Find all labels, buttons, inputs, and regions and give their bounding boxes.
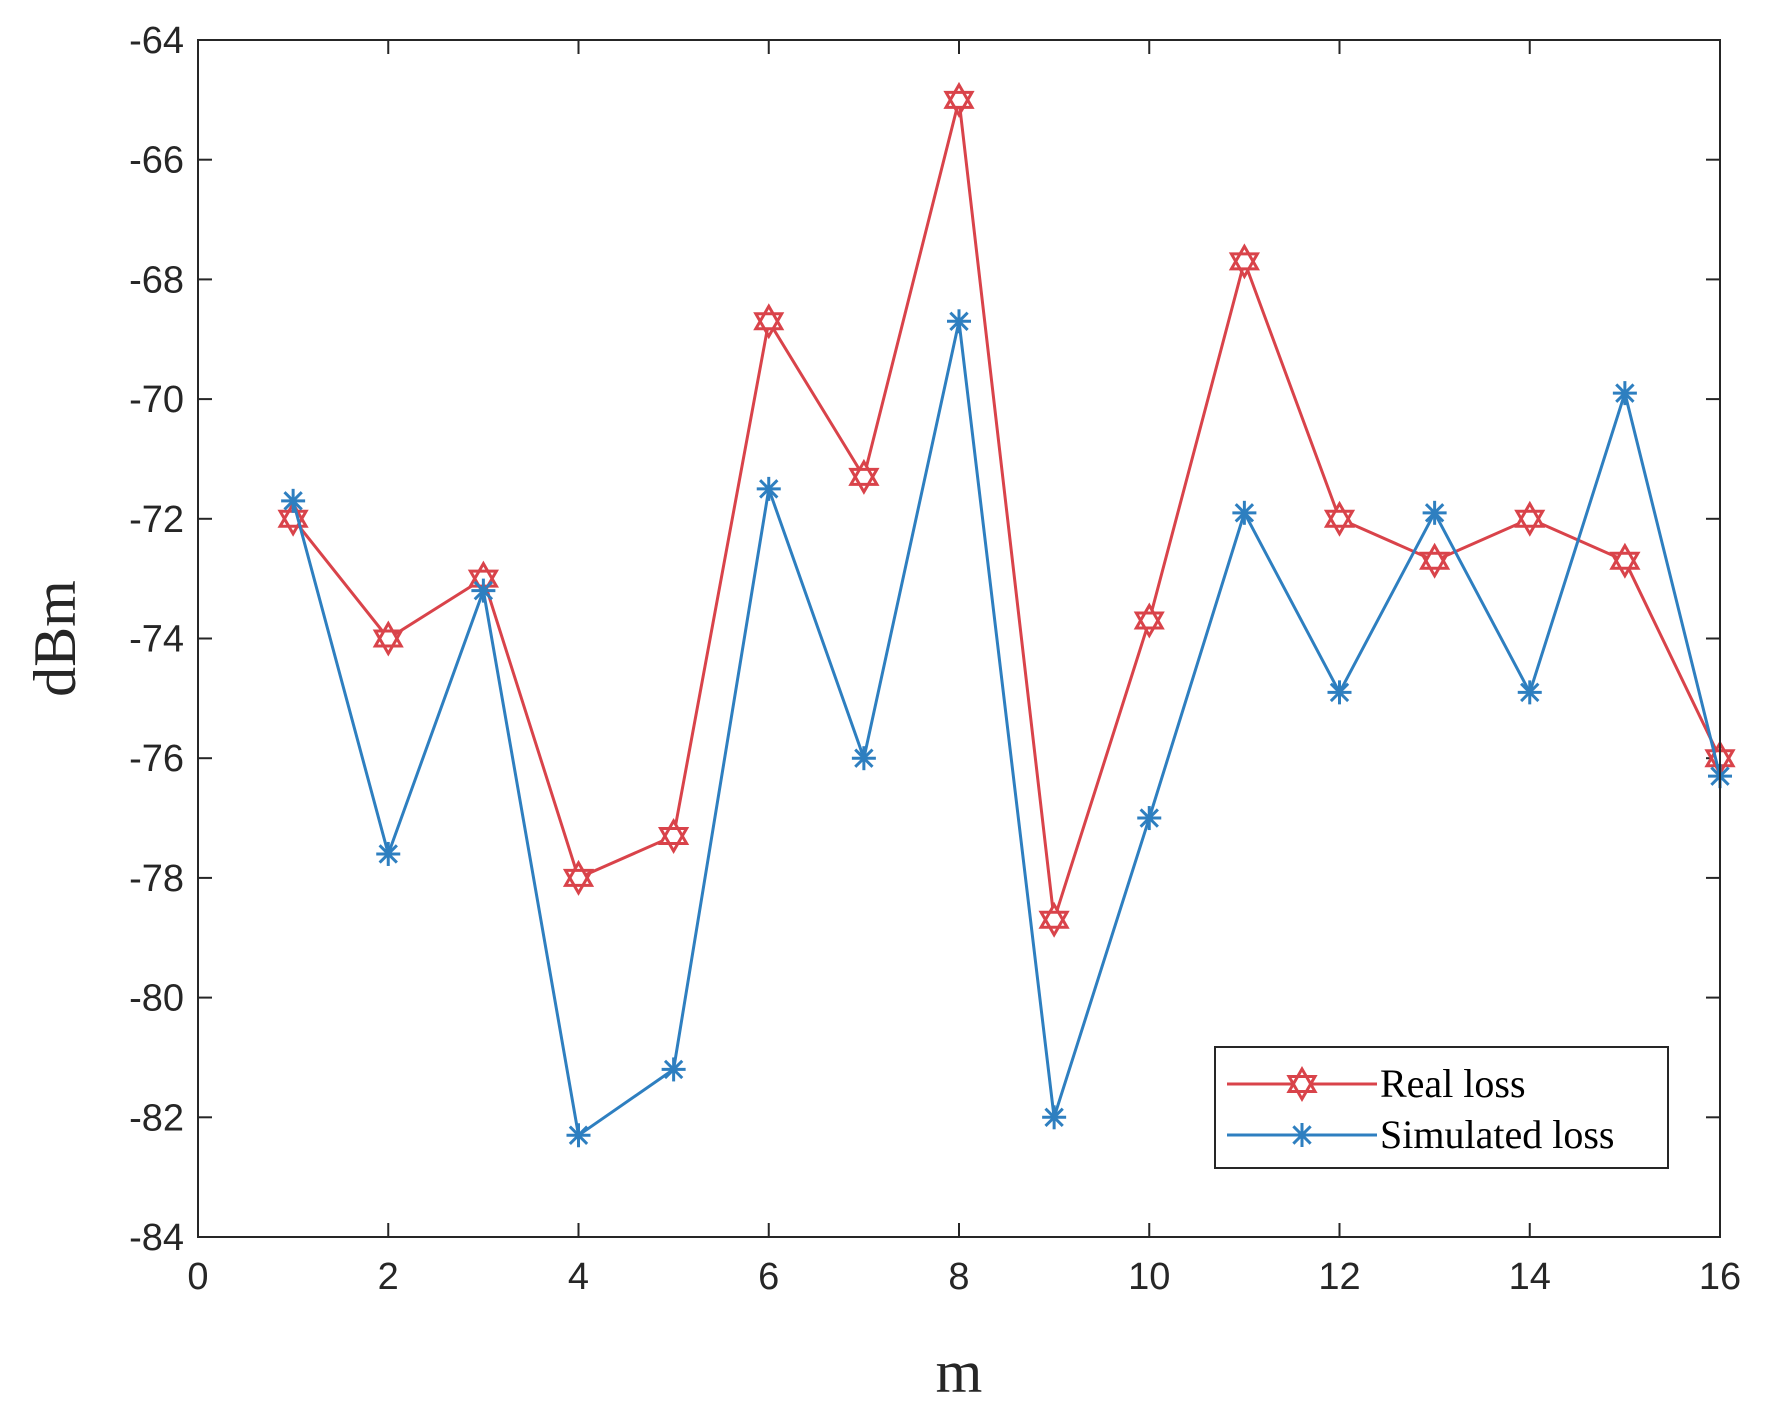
marker-stroke — [283, 491, 303, 511]
legend-marker-real-loss — [1286, 1066, 1318, 1102]
data-point-simulated-loss — [281, 488, 306, 513]
x-axis-label: m — [936, 1339, 983, 1405]
x-tick-label: 10 — [1128, 1256, 1170, 1298]
data-point-simulated-loss — [1517, 680, 1542, 705]
data-point-simulated-loss — [661, 1057, 686, 1082]
x-tick-label: 16 — [1699, 1256, 1741, 1298]
y-tick-label: -84 — [129, 1217, 184, 1259]
x-tick-label: 14 — [1509, 1256, 1551, 1298]
series-simulated-loss — [281, 309, 1732, 1148]
x-tick-label: 8 — [948, 1256, 969, 1298]
marker-stroke — [473, 580, 494, 601]
data-point-real-loss — [1609, 542, 1641, 579]
data-point-real-loss — [943, 81, 975, 118]
marker-triangle-down — [1323, 509, 1356, 537]
plot-area-frame — [197, 39, 1721, 1238]
data-point-real-loss — [1323, 500, 1356, 537]
data-point-real-loss — [848, 458, 880, 495]
data-point-simulated-loss — [851, 746, 876, 771]
data-point-real-loss — [1038, 901, 1070, 938]
legend-label-simulated-loss: Simulated loss — [1380, 1112, 1614, 1157]
marker-stroke — [1292, 1125, 1312, 1145]
marker-stroke — [854, 748, 874, 768]
marker-triangle-down — [372, 629, 404, 657]
legend: Real loss Simulated loss — [1214, 1046, 1669, 1169]
y-tick-label: -74 — [129, 619, 184, 661]
marker-stroke — [1424, 503, 1445, 523]
marker-stroke — [1615, 383, 1635, 403]
marker-triangle-down — [1133, 611, 1165, 639]
data-point-real-loss — [372, 620, 404, 657]
data-point-simulated-loss — [1137, 806, 1162, 831]
data-point-real-loss — [753, 303, 785, 340]
data-point-real-loss — [1133, 602, 1165, 639]
marker-triangle-down — [1419, 551, 1451, 579]
y-tick-label: -82 — [129, 1097, 184, 1139]
data-point-simulated-loss — [1612, 381, 1637, 406]
marker-stroke — [663, 1059, 684, 1080]
marker-stroke — [1044, 1107, 1064, 1128]
marker-triangle-down — [1228, 252, 1260, 280]
y-tick-label: -64 — [129, 20, 184, 62]
data-point-simulated-loss — [1042, 1105, 1067, 1130]
data-point-real-loss — [1514, 500, 1546, 537]
data-point-real-loss — [1228, 243, 1260, 280]
marker-triangle-down — [1609, 551, 1641, 579]
series-layer — [277, 81, 1736, 1148]
data-point-real-loss — [1419, 542, 1451, 579]
data-point-simulated-loss — [376, 841, 401, 866]
data-point-simulated-loss — [566, 1123, 591, 1148]
data-point-simulated-loss — [1327, 680, 1352, 705]
x-tick-label: 6 — [758, 1256, 779, 1298]
marker-triangle-down — [753, 312, 785, 340]
legend-marker-simulated-loss — [1290, 1123, 1314, 1147]
legend-marker-symbol — [1290, 1123, 1314, 1147]
y-tick-label: -70 — [129, 379, 184, 421]
marker-stroke — [1329, 682, 1350, 703]
marker-stroke — [568, 1125, 589, 1145]
data-point-simulated-loss — [756, 476, 781, 501]
y-tick-label: -66 — [129, 140, 184, 182]
marker-stroke — [949, 311, 969, 331]
y-axis-ticks: -84 -82 -80 -78 -76 -74 -72 -70 -68 -66 -64 — [129, 20, 1720, 1259]
marker-triangle-down — [848, 467, 880, 495]
y-axis-label: dBm — [22, 580, 88, 697]
y-tick-label: -78 — [129, 858, 184, 900]
marker-triangle-down — [1038, 910, 1070, 938]
x-tick-label: 4 — [568, 1256, 589, 1298]
legend-label-real-loss: Real loss — [1380, 1061, 1526, 1106]
series-line-real-loss — [291, 98, 1722, 922]
marker-triangle-down — [562, 868, 595, 896]
marker-stroke — [1139, 808, 1159, 828]
data-point-real-loss — [562, 859, 595, 896]
x-tick-label: 2 — [378, 1256, 399, 1298]
marker-triangle-down — [1286, 1075, 1318, 1102]
y-tick-label: -72 — [129, 499, 184, 541]
y-tick-label: -68 — [129, 259, 184, 301]
x-axis-ticks: 0 2 4 6 8 10 12 14 16 — [187, 40, 1741, 1298]
data-point-simulated-loss — [947, 309, 971, 334]
y-tick-label: -76 — [129, 738, 184, 780]
legend-marker-symbol — [1286, 1066, 1318, 1102]
data-point-simulated-loss — [1232, 500, 1257, 525]
marker-stroke — [1234, 503, 1255, 523]
y-tick-label: -80 — [129, 978, 184, 1020]
x-tick-label: 0 — [187, 1256, 208, 1298]
marker-triangle-down — [943, 90, 975, 118]
data-point-real-loss — [658, 818, 690, 854]
x-tick-label: 12 — [1318, 1256, 1360, 1298]
legend-box — [1214, 1046, 1669, 1169]
marker-stroke — [759, 479, 779, 499]
marker-stroke — [378, 844, 398, 864]
data-point-simulated-loss — [471, 578, 496, 603]
data-point-simulated-loss — [1422, 500, 1447, 525]
series-line-simulated-loss — [291, 319, 1722, 1137]
marker-stroke — [1520, 682, 1540, 703]
marker-triangle-down — [658, 827, 690, 854]
marker-triangle-down — [1514, 509, 1546, 537]
